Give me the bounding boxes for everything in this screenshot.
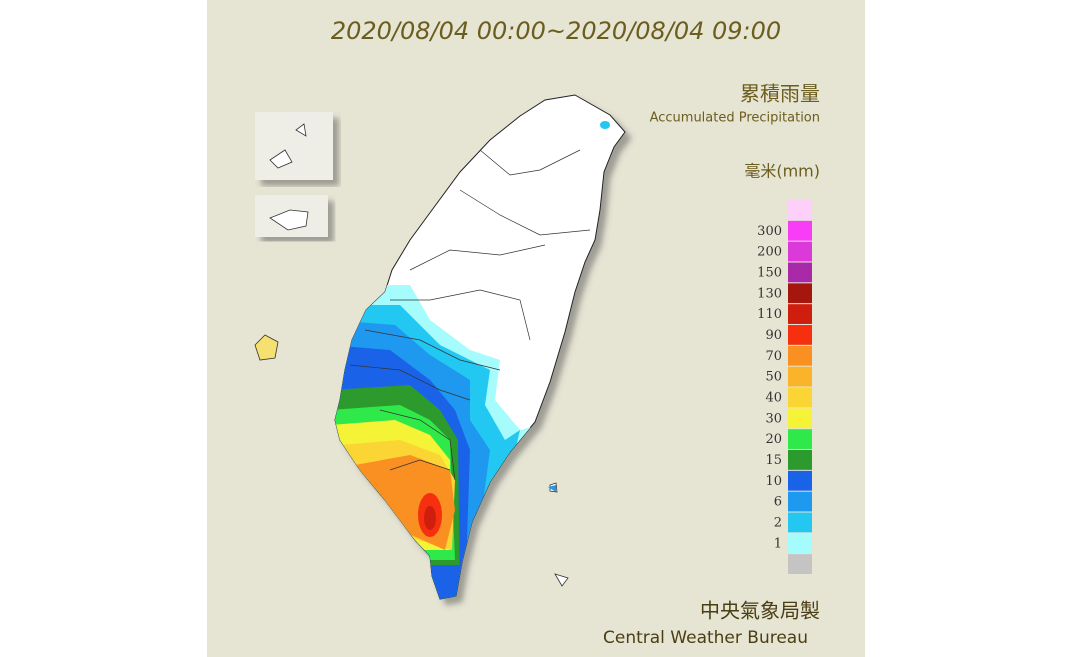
legend-swatch	[788, 387, 812, 408]
footer-en: Central Weather Bureau	[603, 628, 808, 648]
legend-label: 15	[765, 453, 782, 468]
legend-label: 200	[757, 245, 782, 260]
legend-label: 150	[757, 265, 782, 280]
map-title: 2020/08/04 00:00~2020/08/04 09:00	[331, 17, 781, 45]
legend-swatch	[788, 554, 812, 574]
legend-swatch	[788, 241, 812, 262]
legend-swatch	[788, 220, 812, 241]
islet-rain	[548, 485, 556, 492]
legend-label: 110	[757, 307, 782, 322]
legend-label: 20	[765, 432, 782, 447]
legend-swatch	[788, 533, 812, 554]
legend-swatch	[788, 470, 812, 491]
legend-title-en: Accumulated Precipitation	[650, 111, 820, 126]
legend-title-zh: 累積雨量	[740, 82, 820, 106]
inset-island	[269, 209, 309, 231]
footer-zh: 中央氣象局製	[700, 599, 820, 623]
legend-label: 6	[774, 495, 782, 510]
legend-label: 70	[765, 349, 782, 364]
legend-label: 50	[765, 370, 782, 385]
legend-label: 300	[757, 224, 782, 239]
legend-swatch	[788, 304, 812, 324]
legend: 300 200 150 130 110 90 70 50 40 30 20 15 10 6 2 1	[757, 200, 812, 574]
legend-label: 40	[765, 390, 782, 405]
legend-label: 130	[757, 286, 782, 301]
legend-label: 30	[765, 411, 782, 426]
legend-swatch	[788, 325, 812, 345]
islet	[549, 482, 569, 587]
legend-swatch	[788, 429, 812, 449]
legend-swatch	[788, 366, 812, 387]
legend-swatch	[788, 491, 812, 512]
legend-label: 2	[774, 515, 782, 530]
inset-island	[269, 123, 307, 169]
legend-swatch	[788, 262, 812, 283]
legend-label: 1	[774, 536, 782, 551]
county-borders	[349, 149, 591, 481]
legend-label: 90	[765, 328, 782, 343]
legend-swatch	[788, 345, 812, 366]
legend-swatch	[788, 450, 812, 470]
legend-swatch	[788, 408, 812, 429]
legend-unit: 毫米(mm)	[744, 162, 820, 181]
legend-swatch	[788, 512, 812, 533]
penghu	[254, 334, 279, 361]
inset-matsu	[255, 112, 333, 180]
legend-swatch	[788, 283, 812, 304]
legend-swatch	[788, 200, 812, 220]
legend-label: 10	[765, 474, 782, 489]
